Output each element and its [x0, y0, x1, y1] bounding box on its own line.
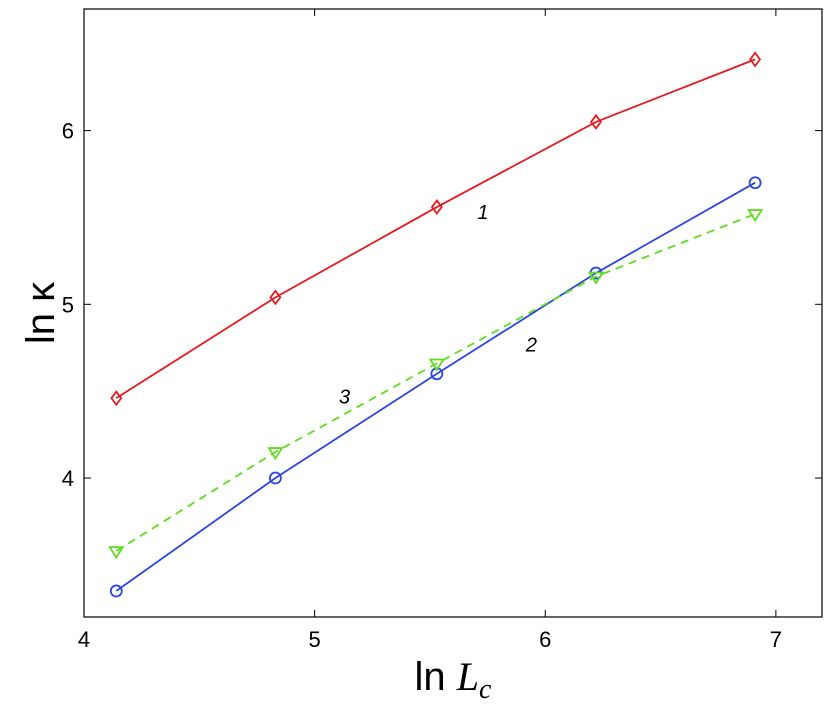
- series-labels: 1 2 3: [339, 202, 537, 408]
- x-tick-label: 6: [539, 627, 551, 652]
- x-axis-label-subscript: c: [479, 674, 492, 705]
- y-tick-label: 5: [62, 292, 74, 317]
- x-axis-label-prefix: ln: [415, 655, 457, 699]
- series-3-point: [267, 447, 284, 461]
- series-1-point: [749, 51, 762, 68]
- y-axis-label: ln κ: [19, 281, 63, 344]
- series-3-line: [115, 213, 756, 552]
- series-1-label: 1: [477, 202, 488, 224]
- series-2-line: [115, 181, 756, 592]
- x-tick-label: 5: [309, 627, 321, 652]
- series-2-point: [109, 584, 123, 598]
- y-tick-label: 4: [62, 466, 74, 491]
- series-2-point: [748, 176, 762, 190]
- series-1-point: [430, 199, 443, 216]
- series-1-point: [589, 113, 602, 130]
- x-axis-label: ln Lc: [415, 654, 493, 705]
- series-2-label: 2: [525, 334, 537, 356]
- series-3-point: [587, 271, 605, 285]
- series-3-point: [746, 209, 764, 223]
- y-axis-ticks: 4 5 6: [62, 119, 822, 491]
- series-2-point: [269, 471, 282, 485]
- series-1: [110, 51, 762, 407]
- series-2: [109, 176, 762, 598]
- x-tick-label: 7: [770, 627, 782, 652]
- y-tick-label: 6: [62, 119, 74, 144]
- x-axis-label-variable: L: [456, 654, 479, 699]
- series-3-point: [108, 546, 125, 560]
- series-1-point: [269, 289, 282, 306]
- series-3-label: 3: [339, 386, 350, 408]
- plot-area: [83, 8, 823, 618]
- series-3-point: [428, 358, 445, 372]
- x-tick-label: 4: [78, 627, 90, 652]
- series-1-line: [115, 58, 756, 399]
- series-3: [108, 209, 764, 560]
- series-layer: [108, 51, 764, 598]
- x-axis-ticks: 4 5 6 7: [78, 9, 782, 652]
- series-1-point: [110, 390, 123, 407]
